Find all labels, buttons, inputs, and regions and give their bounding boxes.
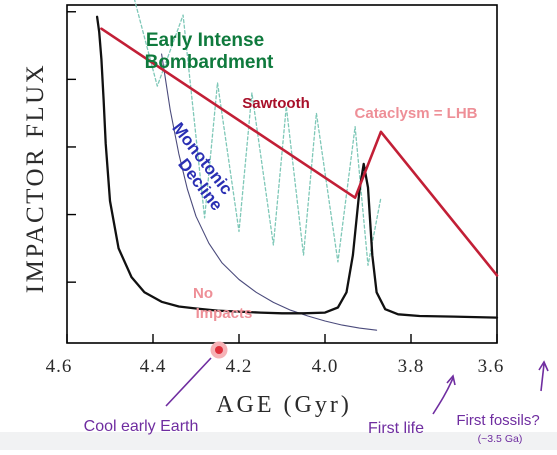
first-fossils-sublabel: (~3.5 Ga) <box>478 433 523 445</box>
first-life-label: First life <box>368 420 424 437</box>
series-impactor-flux-observed <box>95 15 499 319</box>
y-axis-label: IMPACTOR FLUX <box>22 63 49 293</box>
x-tick-label-4.2: 4.2 <box>226 356 253 377</box>
first-life-arrow <box>432 374 456 415</box>
x-tick-label-3.8: 3.8 <box>398 356 425 377</box>
x-tick-label-4.4: 4.4 <box>140 356 167 377</box>
bottom-strip <box>0 432 557 450</box>
cool-early-earth-label: Cool early Earth <box>84 418 199 435</box>
early-intense-label-line2: Bombardment <box>145 52 274 73</box>
series-early-intense-bombardment <box>133 0 382 266</box>
x-tick-label-4.0: 4.0 <box>312 356 339 377</box>
plot-frame <box>66 4 498 344</box>
series-sawtooth <box>100 27 499 277</box>
cool-earth-marker <box>210 341 228 359</box>
cataclysm-label: Cataclysm = LHB <box>355 105 478 122</box>
no-impacts-label-line1: No <box>193 285 213 302</box>
cool-earth-pointer-line <box>165 357 212 407</box>
x-tick-label-4.6: 4.6 <box>46 356 73 377</box>
no-impacts-label-line2: Impacts <box>196 305 253 322</box>
x-axis-label: AGE (Gyr) <box>216 392 352 418</box>
series-monotonic-decline <box>161 53 378 331</box>
early-intense-label-line1: Early Intense <box>146 30 264 51</box>
first-fossils-label: First fossils? <box>456 412 539 429</box>
first-fossils-arrow <box>538 360 549 392</box>
series-layer <box>95 0 499 331</box>
x-tick-label-3.6: 3.6 <box>478 356 505 377</box>
sawtooth-label: Sawtooth <box>242 95 310 112</box>
x-ticks: 4.6 4.4 4.2 4.0 3.8 3.6 <box>46 334 505 377</box>
y-tick-marks <box>67 11 76 283</box>
